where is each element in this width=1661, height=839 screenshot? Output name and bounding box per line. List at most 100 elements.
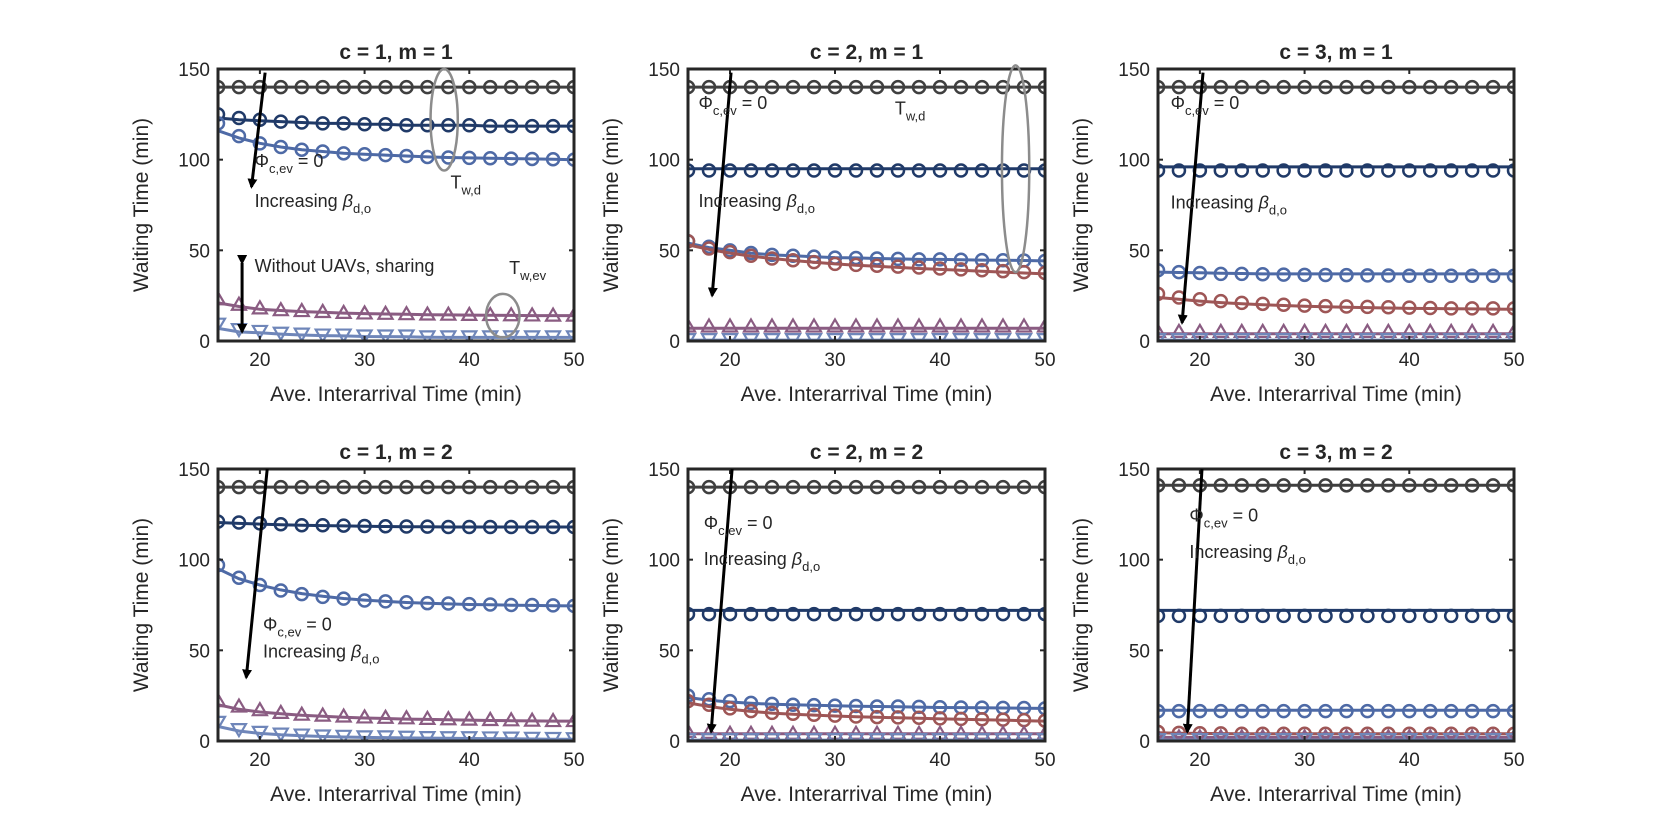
data-point <box>218 290 227 306</box>
data-point <box>722 693 738 709</box>
data-point <box>336 518 351 533</box>
data-point <box>1036 724 1045 740</box>
data-point <box>545 479 561 495</box>
trend-arrow <box>242 468 269 680</box>
y-axis-label: Waiting Time (min) <box>600 518 623 692</box>
data-point <box>701 606 717 622</box>
data-point <box>1211 322 1230 339</box>
data-point <box>1485 703 1501 719</box>
data-point <box>524 597 540 613</box>
data-point <box>764 606 780 622</box>
data-point <box>566 479 574 495</box>
x-axis-label: Ave. Interarrival Time (min) <box>1210 383 1462 406</box>
data-point <box>1297 298 1312 313</box>
data-point <box>1358 322 1377 339</box>
y-tick-label: 50 <box>659 241 680 262</box>
data-point <box>315 116 330 131</box>
x-tick-label: 20 <box>719 350 740 371</box>
series-line <box>218 521 574 529</box>
x-axis-label: Ave. Interarrival Time (min) <box>1210 783 1462 806</box>
data-point <box>1037 606 1045 622</box>
data-point <box>1338 728 1354 741</box>
data-point <box>462 117 477 133</box>
x-tick-label: 30 <box>824 350 845 371</box>
data-point <box>688 317 697 333</box>
x-axis-label: Ave. Interarrival Time (min) <box>270 383 522 406</box>
data-point <box>1485 728 1501 741</box>
data-point <box>545 79 561 95</box>
data-point <box>1192 265 1208 281</box>
data-point <box>953 606 969 622</box>
data-point <box>1422 300 1438 316</box>
data-point <box>355 329 374 341</box>
annotation-text: Tw,d <box>450 173 481 198</box>
data-point <box>890 163 906 178</box>
data-point <box>1360 268 1375 283</box>
data-point <box>743 479 759 495</box>
data-point <box>1443 163 1459 178</box>
annotation-subscript: c,ev <box>277 624 301 639</box>
data-point <box>482 519 498 535</box>
data-point <box>357 79 372 95</box>
x-tick-label: 40 <box>929 350 950 371</box>
data-point <box>481 731 500 741</box>
data-point <box>420 595 435 611</box>
axes-box <box>216 67 576 343</box>
data-point <box>1464 268 1480 283</box>
annotation-tail: Increasing <box>704 549 792 569</box>
data-point <box>399 595 414 610</box>
data-point <box>357 518 372 534</box>
data-point <box>334 707 353 723</box>
x-tick-label: 20 <box>1189 750 1210 771</box>
data-point <box>1360 79 1375 95</box>
data-point <box>355 730 374 741</box>
y-tick-label: 100 <box>178 551 210 572</box>
data-point <box>1380 728 1396 741</box>
data-point <box>336 116 351 131</box>
annotation-text: Φc,ev = 0 <box>1171 93 1240 118</box>
data-point <box>1213 728 1229 741</box>
x-tick-label: 30 <box>1294 750 1315 771</box>
data-point <box>420 519 435 534</box>
data-point <box>1276 163 1291 178</box>
data-point <box>502 731 521 741</box>
data-point <box>848 257 864 273</box>
data-point <box>439 305 458 321</box>
data-point <box>1234 295 1250 311</box>
data-point <box>1484 322 1502 339</box>
data-point <box>827 479 843 495</box>
data-point <box>688 234 696 249</box>
annotation-text: Φc,ev = 0 <box>255 151 324 176</box>
annotation-symbol: Φ <box>699 93 713 113</box>
data-point <box>252 79 268 95</box>
annotation-subscript: d,o <box>1288 552 1306 567</box>
data-point <box>544 330 562 341</box>
y-axis-label: Waiting Time (min) <box>130 118 153 292</box>
trend-arrow <box>247 72 267 189</box>
data-point <box>890 479 906 495</box>
data-point <box>1158 703 1166 719</box>
data-point <box>1297 163 1312 178</box>
data-point <box>315 589 330 605</box>
series-line <box>1158 296 1514 311</box>
data-point <box>1234 266 1250 282</box>
data-point <box>701 79 717 95</box>
data-point <box>743 163 759 178</box>
data-point <box>785 706 801 722</box>
y-tick-label: 100 <box>648 551 680 572</box>
data-point <box>439 710 458 726</box>
data-point <box>503 79 519 95</box>
data-point <box>1339 299 1354 314</box>
data-point <box>785 697 801 712</box>
data-point <box>932 252 948 267</box>
data-point <box>1158 478 1166 493</box>
data-point <box>397 304 416 321</box>
data-point <box>441 596 456 611</box>
annotation-subscript: w,ev <box>519 268 547 283</box>
data-point <box>250 299 269 315</box>
data-point <box>722 163 738 178</box>
annotation-symbol: Φ <box>1171 93 1185 113</box>
y-tick-label: 0 <box>669 732 680 753</box>
data-point <box>1485 163 1501 178</box>
